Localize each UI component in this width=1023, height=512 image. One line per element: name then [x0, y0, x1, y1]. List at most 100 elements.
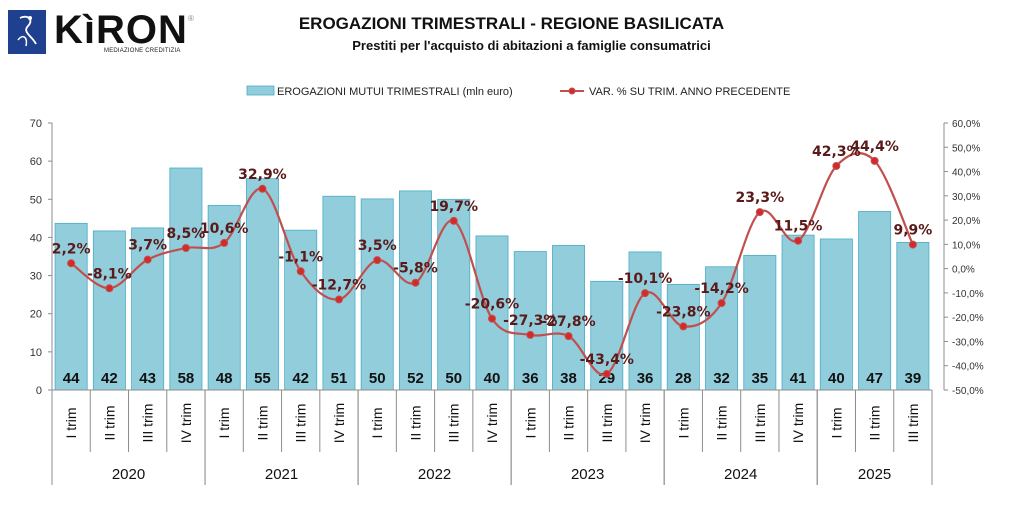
- line-point: [105, 284, 114, 293]
- bar-value-label: 51: [331, 370, 348, 387]
- bar-value-label: 41: [790, 370, 807, 387]
- bar-value-label: 50: [369, 370, 386, 387]
- line-point: [641, 289, 650, 298]
- line-point: [143, 255, 152, 264]
- x-year-label: 2021: [265, 466, 298, 483]
- y-right-tick-label: 20,0%: [952, 216, 980, 227]
- bar-value-label: 35: [751, 370, 768, 387]
- bar-value-label: 42: [292, 370, 309, 387]
- line-point: [373, 256, 382, 265]
- x-tick-label: III trim: [140, 404, 156, 443]
- bar-value-label: 38: [560, 370, 577, 387]
- bar-value-label: 42: [101, 370, 118, 387]
- y-left-tick-label: 0: [36, 385, 42, 397]
- x-year-label: 2020: [112, 466, 145, 483]
- bar-value-label: 40: [828, 370, 845, 387]
- line-value-label: 19,7%: [429, 199, 478, 215]
- x-tick-label: III trim: [446, 404, 462, 443]
- line-value-label: 10,6%: [200, 221, 249, 237]
- x-tick-label: III trim: [905, 404, 921, 443]
- x-tick-label: III trim: [599, 404, 615, 443]
- y-right-tick-label: -40,0%: [952, 362, 984, 373]
- x-year-label: 2024: [724, 466, 757, 483]
- x-tick-label: II trim: [254, 406, 270, 441]
- y-left-tick-label: 10: [30, 347, 42, 359]
- logo-name: KìRON: [54, 8, 188, 52]
- bar: [666, 283, 700, 391]
- y-right-tick-label: -20,0%: [952, 313, 984, 324]
- line-value-label: 9,9%: [893, 223, 932, 239]
- x-tick-label: I trim: [675, 407, 691, 438]
- line-point: [908, 240, 917, 249]
- line-point: [717, 299, 726, 308]
- logo-emblem-icon: [8, 10, 46, 54]
- x-tick-label: IV trim: [790, 403, 806, 443]
- line-value-label: 2,2%: [52, 241, 91, 257]
- line-value-label: -12,7%: [312, 277, 366, 293]
- y-left-tick-label: 20: [30, 309, 42, 321]
- line-value-label: 3,5%: [358, 238, 397, 254]
- line-point: [794, 236, 803, 245]
- line-point: [602, 369, 611, 378]
- line-point: [67, 259, 76, 268]
- x-tick-label: I trim: [828, 407, 844, 438]
- bar: [399, 190, 432, 391]
- line-value-label: 42,3%: [812, 144, 861, 160]
- x-year-label: 2022: [418, 466, 451, 483]
- x-tick-label: I trim: [369, 407, 385, 438]
- x-year-label: 2025: [858, 466, 891, 483]
- bar: [360, 198, 394, 391]
- chart-title: EROGAZIONI TRIMESTRALI - REGIONE BASILIC…: [298, 14, 725, 33]
- line-value-label: -10,1%: [618, 271, 672, 287]
- chart-subtitle: Prestiti per l'acquisto di abitazioni a …: [352, 38, 711, 53]
- kiron-logo: KìRON ® MEDIAZIONE CREDITIZIA: [8, 8, 208, 55]
- y-right-tick-label: 10,0%: [952, 240, 980, 251]
- line-value-label: 32,9%: [238, 167, 287, 183]
- y-right-tick-label: 30,0%: [952, 192, 980, 203]
- bar-value-label: 44: [63, 370, 80, 387]
- line-point: [449, 216, 458, 225]
- x-tick-label: IV trim: [484, 403, 500, 443]
- x-tick-label: I trim: [63, 407, 79, 438]
- line-value-label: -14,2%: [694, 281, 748, 297]
- bar: [169, 167, 203, 391]
- legend-swatch-marker: [568, 87, 576, 95]
- y-right-tick-label: 60,0%: [952, 119, 980, 130]
- bar-value-label: 47: [866, 370, 883, 387]
- line-point: [334, 295, 343, 304]
- x-tick-label: IV trim: [637, 403, 653, 443]
- line-value-label: -20,6%: [465, 297, 519, 313]
- logo-tagline: MEDIAZIONE CREDITIZIA: [104, 48, 181, 54]
- x-tick-label: I trim: [522, 407, 538, 438]
- line-point: [870, 156, 879, 165]
- bar-value-label: 55: [254, 370, 271, 387]
- line-value-label: 3,7%: [128, 238, 167, 254]
- bar-value-label: 39: [905, 370, 922, 387]
- line-point: [679, 322, 688, 331]
- bar: [284, 229, 318, 391]
- bar: [858, 211, 892, 391]
- line-value-label: -27,8%: [541, 314, 595, 330]
- bar: [819, 238, 853, 391]
- line-point: [220, 238, 229, 247]
- x-tick-label: I trim: [216, 407, 232, 438]
- legend-label-line: VAR. % SU TRIM. ANNO PRECEDENTE: [589, 86, 790, 98]
- logo-registered-mark: ®: [188, 14, 194, 23]
- line-point: [181, 244, 190, 253]
- bar-value-label: 48: [216, 370, 233, 387]
- legend: EROGAZIONI MUTUI TRIMESTRALI (mln euro) …: [246, 85, 790, 98]
- line-value-label: -43,4%: [580, 352, 634, 368]
- line-value-label: 44,4%: [850, 139, 899, 155]
- x-year-label: 2023: [571, 466, 604, 483]
- bar: [475, 235, 509, 391]
- line-point: [832, 161, 841, 170]
- line-value-label: 8,5%: [166, 226, 205, 242]
- line-value-label: -27,3%: [503, 313, 557, 329]
- line-value-label: 23,3%: [736, 190, 785, 206]
- y-right-tick-label: 40,0%: [952, 168, 980, 179]
- bar-value-label: 58: [178, 370, 195, 387]
- bar: [781, 234, 815, 391]
- legend-swatch-bars: [246, 85, 275, 96]
- line-value-label: 11,5%: [774, 219, 823, 235]
